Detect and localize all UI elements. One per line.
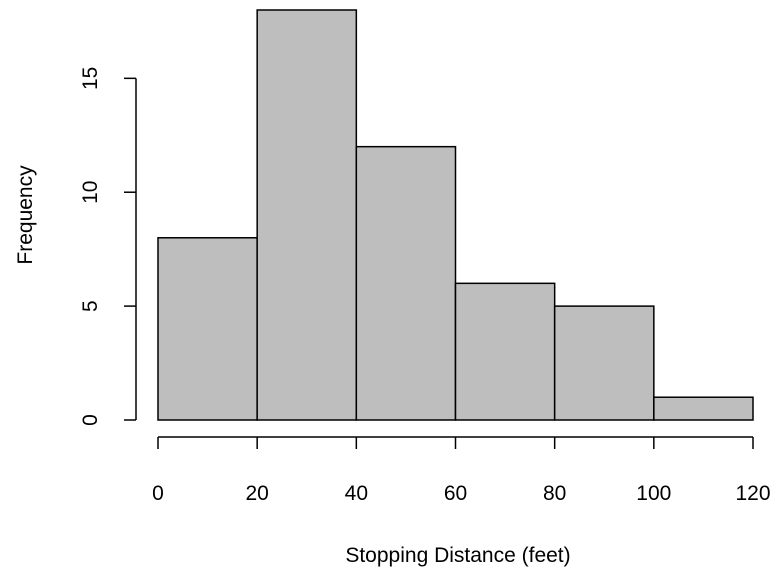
histogram-bar <box>157 237 258 421</box>
y-tick-label: 0 <box>79 414 102 426</box>
x-tick-label: 40 <box>345 482 368 505</box>
x-tick-label: 80 <box>543 482 566 505</box>
x-tick-label: 100 <box>636 482 671 505</box>
x-axis: 0 20 40 60 80 100 120 <box>152 436 771 505</box>
x-tick-label: 60 <box>444 482 467 505</box>
x-tick-label: 0 <box>152 482 164 505</box>
x-tick-label: 20 <box>245 482 268 505</box>
histogram-bar <box>355 145 457 421</box>
x-axis-label: Stopping Distance (feet) <box>345 544 570 567</box>
x-tick-label: 120 <box>735 482 770 505</box>
histogram-bar <box>553 305 655 421</box>
y-tick-label: 10 <box>79 181 102 204</box>
histogram-bar <box>256 9 358 421</box>
y-axis-label: Frequency <box>14 165 37 265</box>
y-axis: 0 5 10 15 <box>79 67 137 426</box>
y-tick-label: 15 <box>79 67 102 90</box>
histogram-bars <box>157 9 754 421</box>
histogram-bar <box>454 282 556 421</box>
histogram-bar <box>653 396 754 421</box>
y-tick-label: 5 <box>79 300 102 312</box>
